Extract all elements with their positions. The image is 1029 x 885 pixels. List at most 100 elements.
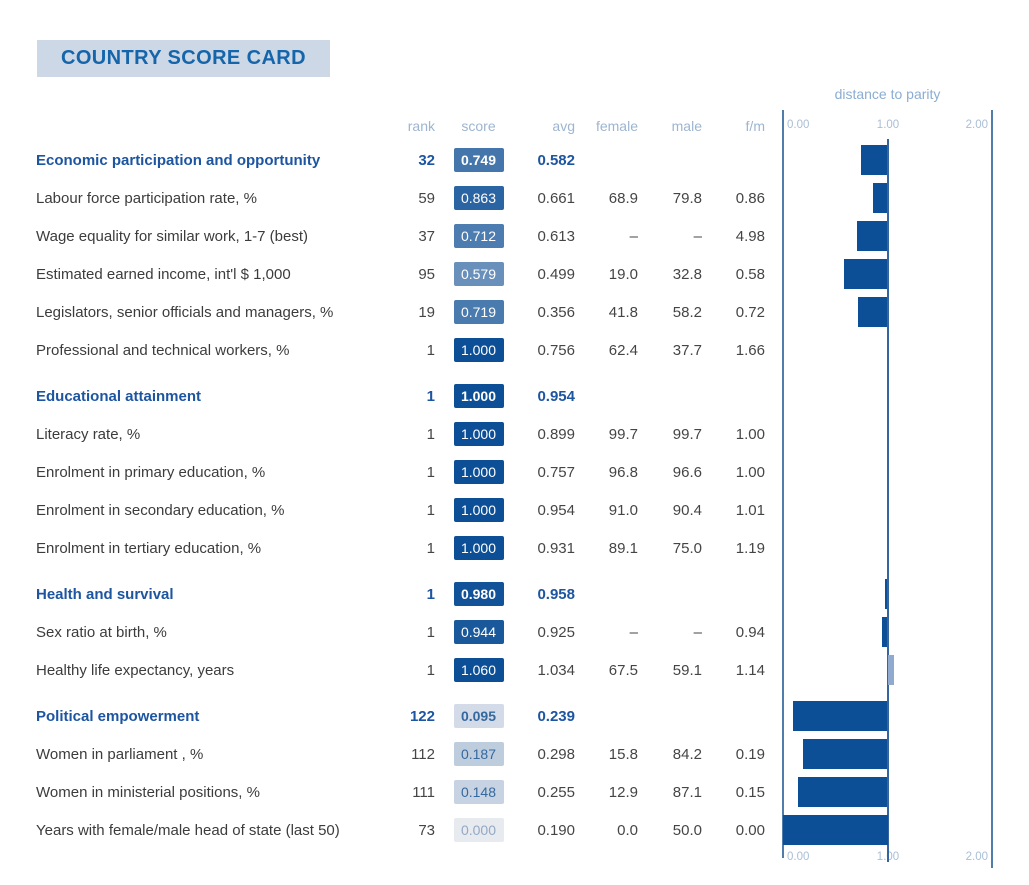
avg-value: 0.954 (537, 387, 575, 405)
tick-bottom-2: 2.00 (965, 851, 988, 863)
rank-value: 95 (418, 265, 435, 283)
rank-value: 1 (426, 623, 435, 641)
score-cell: 0.980 (435, 582, 522, 606)
avg-value: 0.499 (537, 265, 575, 283)
rank-value: 1 (426, 463, 435, 481)
avg-value: 0.925 (537, 623, 575, 641)
score-cell: 0.749 (435, 148, 522, 172)
indicator-label: Women in parliament , % (36, 745, 204, 763)
tick-top-1: 1.00 (876, 119, 900, 131)
score-cell: 0.000 (435, 818, 522, 842)
parity-chart-cell (783, 217, 992, 255)
axis-line-two (991, 110, 993, 868)
score-cell: 0.187 (435, 742, 522, 766)
score-cell: 0.095 (435, 704, 522, 728)
score-cell: 1.000 (435, 422, 522, 446)
table-row: Economic participation and opportunity 3… (0, 141, 1029, 179)
fm-value: 0.19 (735, 745, 765, 763)
avg-value: 0.356 (537, 303, 575, 321)
fm-value: 1.66 (735, 341, 765, 359)
parity-bar (858, 297, 888, 327)
score-cell: 1.000 (435, 384, 522, 408)
score-chip: 0.000 (453, 818, 504, 842)
female-value: 99.7 (608, 425, 638, 443)
female-value: 67.5 (608, 661, 638, 679)
parity-bar (881, 617, 888, 647)
parity-bar (798, 777, 888, 807)
indicator-label: Women in ministerial positions, % (36, 783, 260, 801)
parity-chart-cell (783, 811, 992, 849)
tick-top-2: 2.00 (965, 119, 988, 131)
male-value: 87.1 (672, 783, 702, 801)
indicator-label: Enrolment in secondary education, % (36, 501, 285, 519)
col-header-score: score (461, 118, 496, 134)
parity-bar (792, 701, 888, 731)
male-value: 84.2 (672, 745, 702, 763)
indicator-label: Wage equality for similar work, 1-7 (bes… (36, 227, 309, 245)
fm-value: 4.98 (735, 227, 765, 245)
indicator-label: Labour force participation rate, % (36, 189, 257, 207)
male-value: 59.1 (672, 661, 702, 679)
table-row: Political empowerment 122 0.095 0.239 (0, 697, 1029, 735)
parity-chart-cell (783, 773, 992, 811)
score-chip: 0.863 (453, 186, 504, 210)
male-value: 58.2 (672, 303, 702, 321)
parity-chart-cell (783, 735, 992, 773)
female-value: 68.9 (608, 189, 638, 207)
fm-value: 0.15 (735, 783, 765, 801)
rank-value: 1 (426, 341, 435, 359)
score-chip: 1.000 (453, 498, 504, 522)
score-cell: 0.712 (435, 224, 522, 248)
parity-chart-cell (783, 293, 992, 331)
score-chip: 1.000 (453, 460, 504, 484)
fm-value: 0.72 (735, 303, 765, 321)
parity-chart-cell (783, 141, 992, 179)
score-cell: 1.000 (435, 460, 522, 484)
avg-value: 0.298 (537, 745, 575, 763)
page-title: COUNTRY SCORE CARD (37, 40, 330, 77)
indicator-label: Health and survival (36, 585, 174, 603)
parity-chart-cell (783, 255, 992, 293)
male-value: 75.0 (672, 539, 702, 557)
table-row: Legislators, senior officials and manage… (0, 293, 1029, 331)
fm-value: 0.94 (735, 623, 765, 641)
rank-value: 59 (418, 189, 435, 207)
male-value: 99.7 (672, 425, 702, 443)
female-value: 19.0 (608, 265, 638, 283)
rank-value: 1 (426, 585, 435, 603)
score-cell: 1.060 (435, 658, 522, 682)
col-header-fm: f/m (745, 118, 765, 134)
score-chip: 0.579 (453, 262, 504, 286)
score-cell: 1.000 (435, 536, 522, 560)
table-row: Estimated earned income, int'l $ 1,000 9… (0, 255, 1029, 293)
table-row: Labour force participation rate, % 59 0.… (0, 179, 1029, 217)
indicator-label: Educational attainment (36, 387, 202, 405)
table-row: Health and survival 1 0.980 0.958 (0, 575, 1029, 613)
rank-value: 112 (411, 745, 435, 763)
score-cell: 0.579 (435, 262, 522, 286)
indicator-label: Estimated earned income, int'l $ 1,000 (36, 265, 291, 283)
chart-title: distance to parity (834, 86, 941, 102)
parity-bar (802, 739, 888, 769)
section-gap (0, 689, 1029, 697)
score-cell: 1.000 (435, 338, 522, 362)
parity-bar (843, 259, 888, 289)
female-value: – (629, 227, 638, 245)
avg-value: 0.613 (537, 227, 575, 245)
male-value: – (693, 227, 702, 245)
parity-chart-cell (783, 529, 992, 567)
fm-value: 0.58 (735, 265, 765, 283)
score-chip: 0.980 (453, 582, 504, 606)
col-header-male: male (671, 118, 702, 134)
score-cell: 0.719 (435, 300, 522, 324)
parity-chart-cell (783, 331, 992, 369)
rank-value: 111 (412, 783, 435, 801)
rank-value: 37 (418, 227, 435, 245)
indicator-label: Professional and technical workers, % (36, 341, 290, 359)
fm-value: 0.00 (735, 821, 765, 839)
tick-bottom-0: 0.00 (787, 851, 810, 863)
fm-value: 1.19 (735, 539, 765, 557)
male-value: – (693, 623, 702, 641)
table-rows: Economic participation and opportunity 3… (0, 141, 1029, 849)
table-row: Women in ministerial positions, % 111 0.… (0, 773, 1029, 811)
